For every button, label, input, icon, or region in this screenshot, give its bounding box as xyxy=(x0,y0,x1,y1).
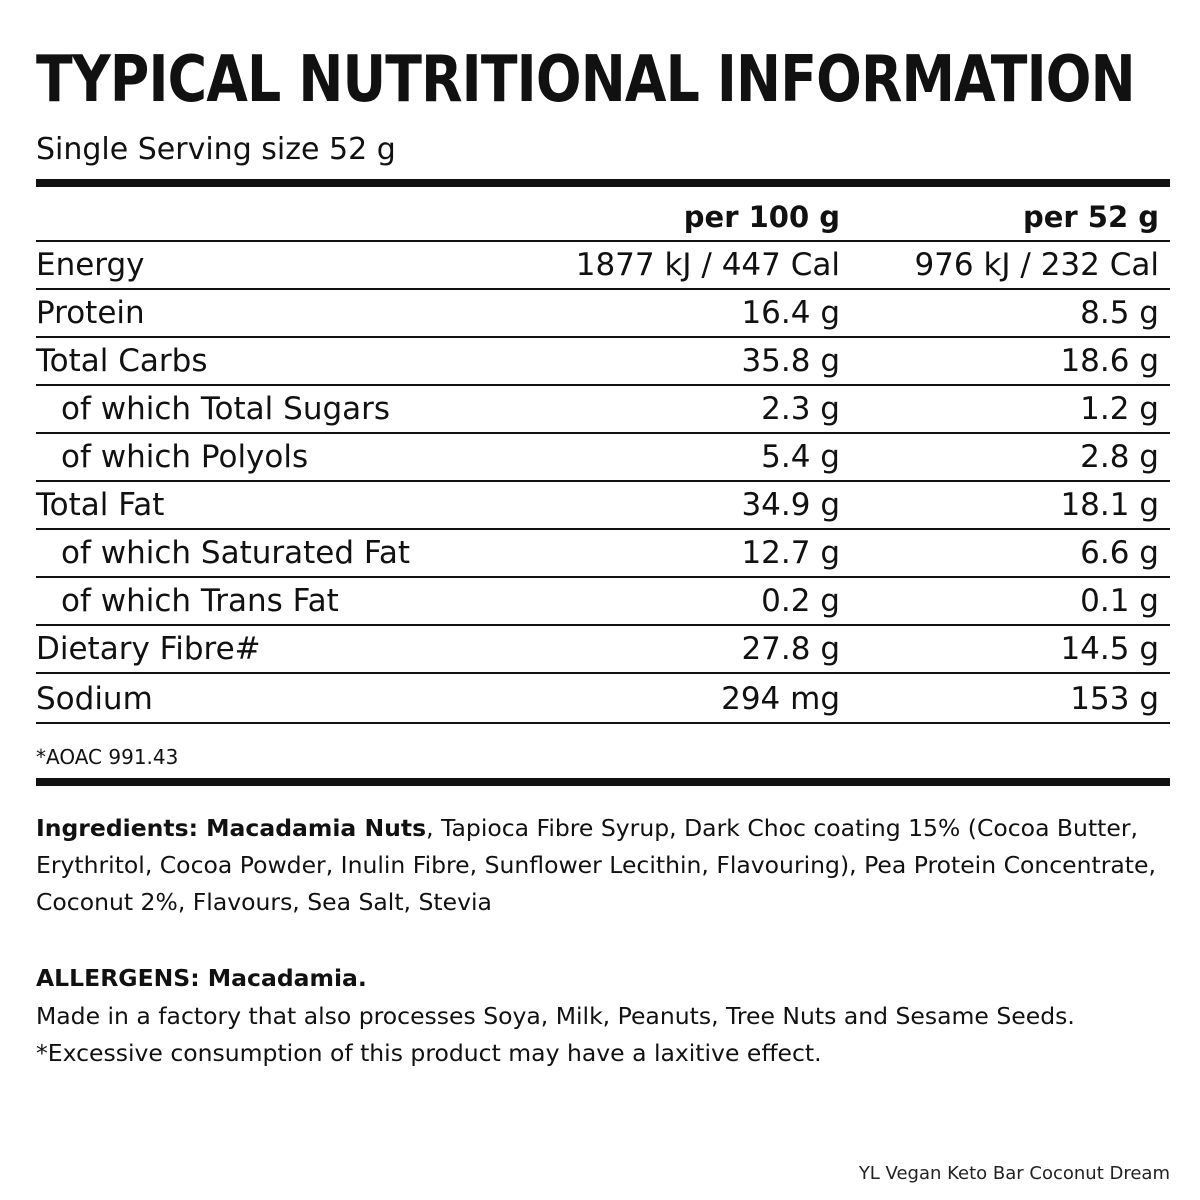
table-row-dietary-fibre: Dietary Fibre# 27.8 g 14.5 g xyxy=(36,626,1170,674)
footnote: *AOAC 991.43 xyxy=(36,745,179,769)
row-per-serving: 6.6 g xyxy=(1080,535,1159,571)
row-per-serving: 18.1 g xyxy=(1060,487,1159,523)
row-per-serving: 976 kJ / 232 Cal xyxy=(914,247,1159,283)
row-label: Total Fat xyxy=(36,487,165,523)
row-label: of which Saturated Fat xyxy=(61,535,411,571)
table-header-row: per 100 g per 52 g xyxy=(36,187,1170,242)
bottom-divider xyxy=(36,778,1170,786)
page-title: TYPICAL NUTRITIONAL INFORMATION xyxy=(36,43,1136,117)
table-row-energy: Energy 1877 kJ / 447 Cal 976 kJ / 232 Ca… xyxy=(36,242,1170,290)
top-divider xyxy=(36,179,1170,187)
row-label: Total Carbs xyxy=(36,343,208,379)
table-row-trans-fat: of which Trans Fat 0.2 g 0.1 g xyxy=(36,578,1170,626)
row-per-serving: 0.1 g xyxy=(1080,583,1159,619)
row-per-100g: 35.8 g xyxy=(741,343,840,379)
row-per-100g: 34.9 g xyxy=(741,487,840,523)
serving-size: Single Serving size 52 g xyxy=(36,132,396,167)
table-row-total-sugars: of which Total Sugars 2.3 g 1.2 g xyxy=(36,386,1170,434)
table-row-total-carbs: Total Carbs 35.8 g 18.6 g xyxy=(36,338,1170,386)
row-per-serving: 153 g xyxy=(1070,681,1159,717)
nutrition-table: per 100 g per 52 g Energy 1877 kJ / 447 … xyxy=(36,187,1170,724)
row-per-100g: 0.2 g xyxy=(761,583,840,619)
table-row-saturated-fat: of which Saturated Fat 12.7 g 6.6 g xyxy=(36,530,1170,578)
row-per-serving: 18.6 g xyxy=(1060,343,1159,379)
row-per-100g: 27.8 g xyxy=(741,631,840,667)
row-label: Dietary Fibre# xyxy=(36,631,261,667)
table-row-total-fat: Total Fat 34.9 g 18.1 g xyxy=(36,482,1170,530)
product-name: YL Vegan Keto Bar Coconut Dream xyxy=(858,1163,1170,1184)
allergens-heading: ALLERGENS: Macadamia. xyxy=(36,960,367,997)
ingredients-body: , Tapioca Fibre Syrup, Dark Choc coating… xyxy=(36,814,1156,916)
ingredients-text: Ingredients: Macadamia Nuts, Tapioca Fib… xyxy=(36,810,1170,921)
table-row-polyols: of which Polyols 5.4 g 2.8 g xyxy=(36,434,1170,482)
header-per-serving: per 52 g xyxy=(1022,200,1159,234)
row-per-100g: 1877 kJ / 447 Cal xyxy=(575,247,840,283)
row-label: of which Polyols xyxy=(61,439,309,475)
row-per-serving: 8.5 g xyxy=(1080,295,1159,331)
row-label: Protein xyxy=(36,295,145,331)
table-row-sodium: Sodium 294 mg 153 g xyxy=(36,674,1170,724)
allergens-lead: ALLERGENS: Macadamia. xyxy=(36,964,367,992)
row-per-serving: 14.5 g xyxy=(1060,631,1159,667)
row-per-serving: 2.8 g xyxy=(1080,439,1159,475)
allergens-statement: Made in a factory that also processes So… xyxy=(36,1002,1075,1067)
row-label: of which Total Sugars xyxy=(61,391,391,427)
table-row-protein: Protein 16.4 g 8.5 g xyxy=(36,290,1170,338)
row-label: Sodium xyxy=(36,681,153,717)
row-per-serving: 1.2 g xyxy=(1080,391,1159,427)
row-per-100g: 12.7 g xyxy=(741,535,840,571)
ingredients-lead: Ingredients: Macadamia Nuts xyxy=(36,814,427,842)
row-per-100g: 294 mg xyxy=(721,681,840,717)
row-label: of which Trans Fat xyxy=(61,583,339,619)
row-per-100g: 16.4 g xyxy=(741,295,840,331)
header-per-100g: per 100 g xyxy=(683,200,840,234)
row-label: Energy xyxy=(36,247,145,283)
row-per-100g: 5.4 g xyxy=(761,439,840,475)
row-per-100g: 2.3 g xyxy=(761,391,840,427)
